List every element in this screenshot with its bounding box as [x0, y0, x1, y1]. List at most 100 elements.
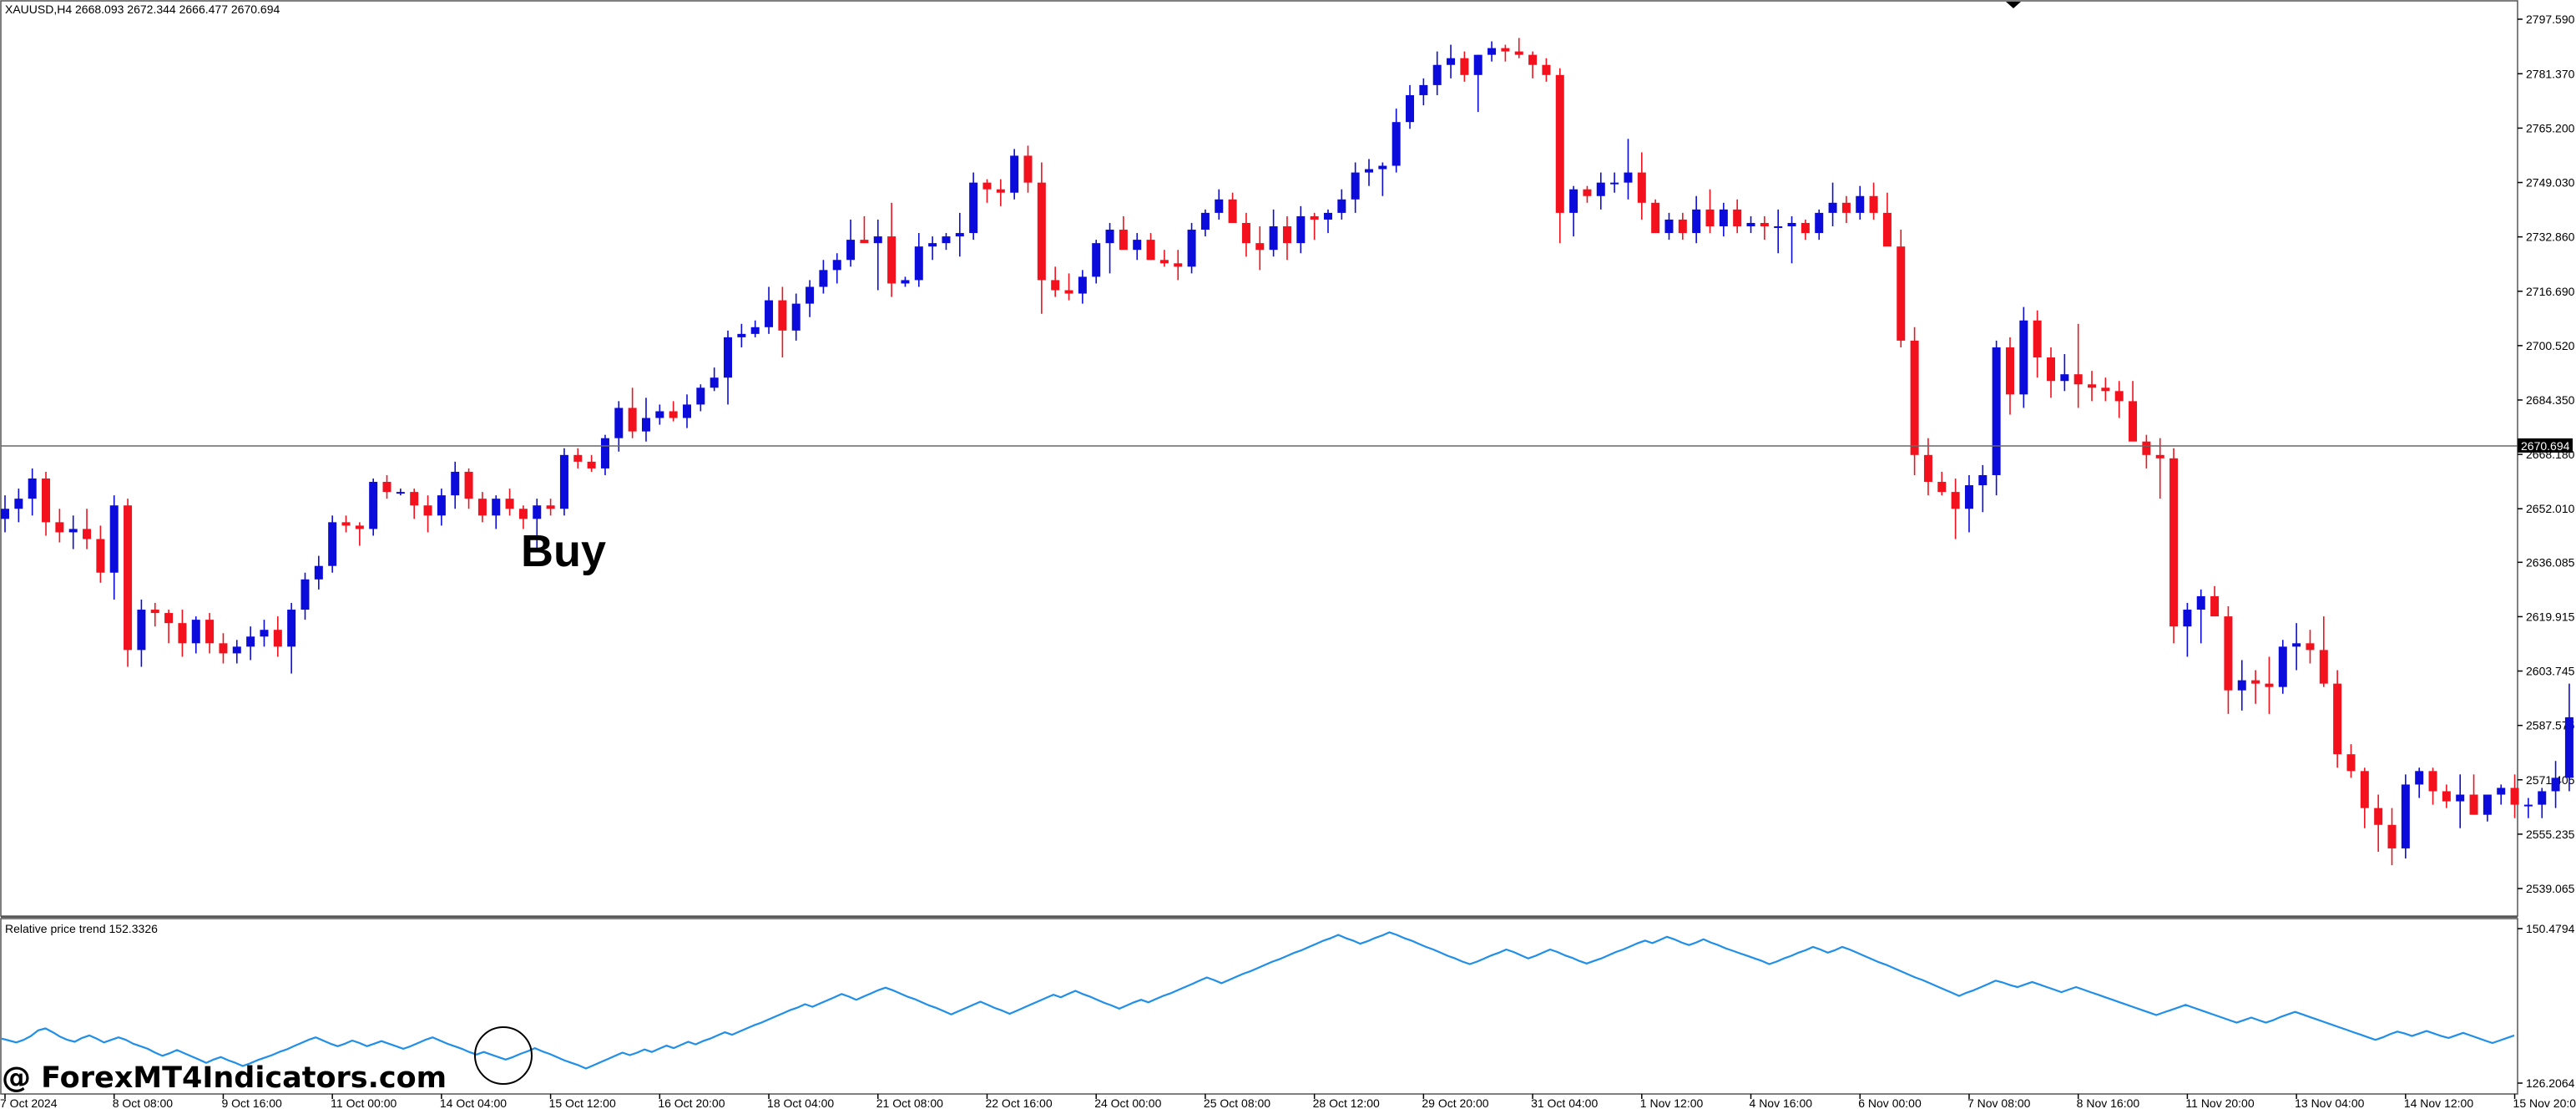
bull-candle	[14, 489, 23, 523]
bear-candle	[573, 448, 583, 468]
bear-candle	[587, 454, 596, 472]
bull-candle	[2564, 683, 2573, 792]
time-tick-label: 28 Oct 12:00	[1313, 1096, 1380, 1109]
bear-candle	[2374, 794, 2383, 852]
time-tick-label: 8 Nov 16:00	[2077, 1096, 2140, 1109]
bull-candle	[1392, 109, 1401, 173]
time-tick-label: 14 Oct 04:00	[440, 1096, 507, 1109]
bear-candle	[273, 616, 282, 657]
price-tick-label: 2587.575	[2526, 719, 2575, 732]
price-tick-label: 2732.860	[2526, 230, 2575, 244]
bear-candle	[2319, 616, 2328, 687]
bull-candle	[1432, 51, 1442, 95]
bull-candle	[1815, 209, 1824, 241]
relative-price-trend-line	[1, 931, 2515, 1070]
indicator-label: Relative price trend 152.3326	[5, 922, 158, 935]
price-tick-label: 2555.235	[2526, 828, 2575, 841]
current-price-line: 2670.694	[1, 438, 2573, 453]
bull-candle	[314, 555, 323, 590]
indicator-tick-label: 126.2064	[2526, 1076, 2575, 1090]
bull-candle	[301, 572, 310, 620]
bear-candle	[518, 505, 528, 529]
bear-candle	[55, 509, 64, 543]
bear-candle	[1760, 215, 1769, 241]
bull-candle	[1746, 215, 1755, 234]
bear-candle	[382, 474, 391, 499]
bull-candle	[191, 616, 200, 654]
bear-candle	[1705, 189, 1715, 234]
bear-candle	[2005, 337, 2014, 415]
bull-candle	[696, 384, 705, 412]
time-axis: 7 Oct 2024 8 Oct 08:00 9 Oct 16:00 11 Oct 0…	[0, 1094, 2576, 1109]
bear-candle	[1910, 327, 1919, 475]
price-axis: 2797.590 2781.370 2765.200 2749.030 2732.860…	[2518, 13, 2575, 895]
time-tick-label: 11 Oct 00:00	[331, 1096, 397, 1109]
time-tick-label: 16 Oct 20:00	[658, 1096, 725, 1109]
bull-candle	[765, 286, 774, 334]
current-price-tag	[2518, 438, 2573, 453]
signal-circle	[474, 1026, 533, 1085]
time-tick-label: 15 Nov 20:00	[2513, 1096, 2576, 1109]
buy-annotation: Buy	[521, 526, 606, 576]
bull-candle	[1978, 464, 1988, 513]
bear-candle	[887, 202, 897, 297]
bear-candle	[1651, 199, 1660, 234]
bull-candle	[1365, 159, 1373, 186]
bull-candle	[2483, 794, 2492, 822]
time-tick-label: 31 Oct 04:00	[1531, 1096, 1598, 1109]
price-tick-label: 2765.200	[2526, 121, 2575, 134]
bear-candle	[2155, 438, 2164, 499]
bull-candle	[1569, 185, 1578, 237]
bear-candle	[1937, 471, 1947, 496]
bear-candle	[1583, 185, 1592, 203]
time-tick-label: 25 Oct 08:00	[1204, 1096, 1270, 1109]
bull-candle	[806, 280, 815, 317]
bull-candle	[28, 468, 37, 516]
bear-candle	[1542, 58, 1551, 82]
bull-candle	[2523, 798, 2533, 818]
bear-candle	[164, 610, 174, 644]
bull-candle	[710, 367, 719, 392]
time-tick-label: 21 Oct 08:00	[876, 1096, 943, 1109]
bear-candle	[2428, 767, 2437, 805]
bull-candle	[2278, 640, 2287, 694]
bull-candle	[328, 515, 337, 573]
bear-candle	[1923, 438, 1932, 496]
bull-candle	[1187, 222, 1196, 274]
bull-candle	[1473, 54, 1482, 113]
price-tick-label: 2716.690	[2526, 285, 2575, 298]
bear-candle	[42, 471, 51, 536]
bear-candle	[2033, 310, 2042, 378]
bull-candle	[1133, 233, 1142, 261]
bull-candle	[1323, 209, 1332, 234]
bear-candle	[2101, 377, 2110, 402]
bull-candle	[533, 499, 542, 549]
watermark: @ ForexMT4Indicators.com	[2, 1061, 447, 1095]
time-tick-label: 18 Oct 04:00	[767, 1096, 834, 1109]
bull-candle	[437, 489, 446, 526]
time-tick-label: 24 Oct 00:00	[1094, 1096, 1161, 1109]
bull-candle	[683, 394, 691, 428]
bear-candle	[1241, 212, 1250, 257]
bull-candle	[1200, 209, 1210, 237]
price-tick-label: 2636.085	[2526, 555, 2575, 569]
bull-candle	[1787, 215, 1796, 264]
time-tick-label: 13 Nov 04:00	[2295, 1096, 2364, 1109]
bear-candle	[2210, 585, 2220, 617]
bull-candle	[559, 448, 568, 516]
bear-candle	[1678, 212, 1687, 241]
time-tick-label: 1 Nov 12:00	[1640, 1096, 1704, 1109]
bear-candle	[628, 387, 637, 438]
bull-candle	[600, 434, 609, 475]
bear-candle	[423, 495, 432, 533]
bear-candle	[2442, 784, 2451, 808]
indicator-axis: 150.4794 126.2064	[2518, 922, 2575, 1090]
bull-candle	[1719, 202, 1728, 237]
bear-candle	[2073, 323, 2083, 408]
bear-candle	[1228, 192, 1237, 223]
bull-candle	[2415, 767, 2424, 798]
price-tick-label: 2797.590	[2526, 13, 2575, 26]
bear-candle	[1733, 199, 1742, 234]
bull-candle	[2060, 354, 2069, 392]
bull-candle	[873, 219, 882, 291]
